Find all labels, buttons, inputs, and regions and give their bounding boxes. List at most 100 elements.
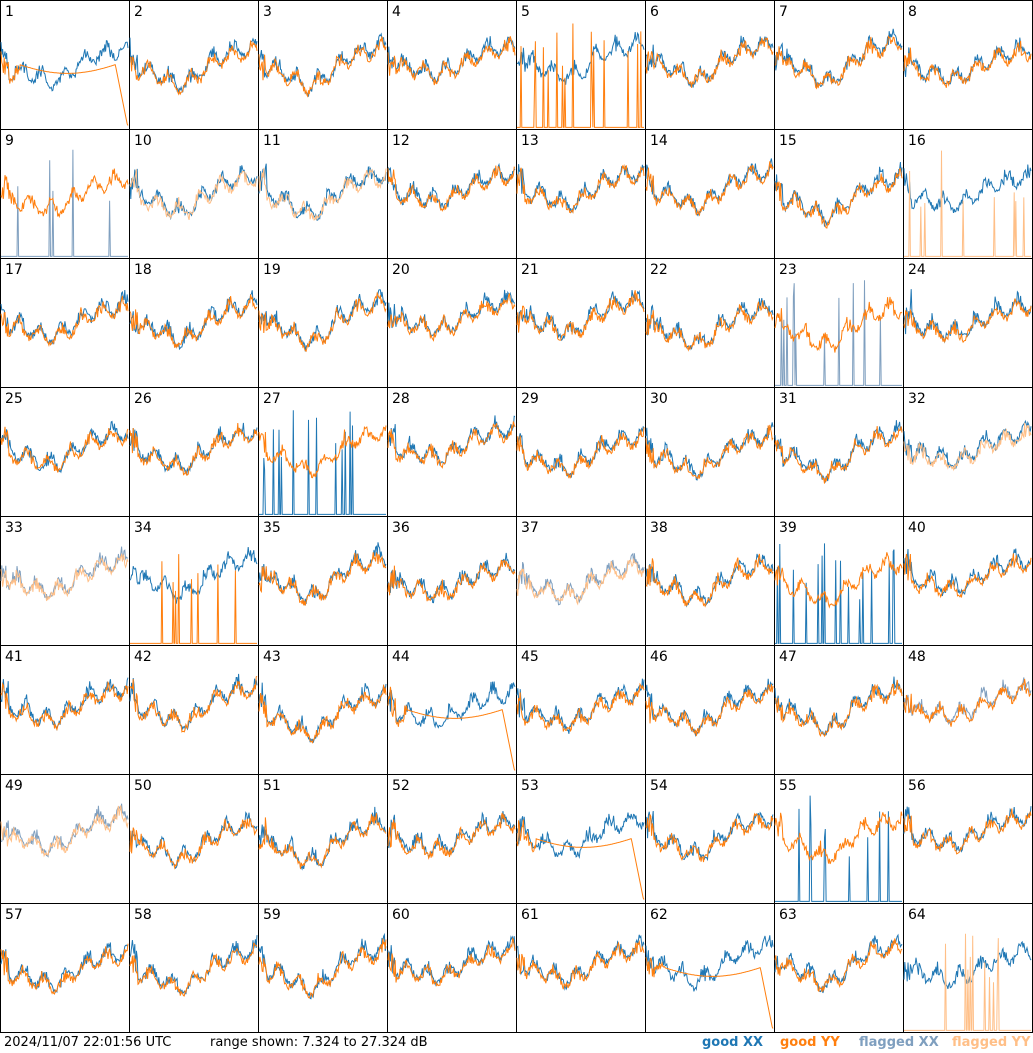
series-yy-line <box>0 51 129 126</box>
panel-26: 26 <box>129 387 259 517</box>
series-xx-line <box>258 806 387 871</box>
series-yy-line <box>516 557 645 606</box>
panel-label: 39 <box>779 520 797 536</box>
panel-31: 31 <box>774 387 904 517</box>
panel-label: 53 <box>521 778 539 794</box>
panel-label: 52 <box>392 778 410 794</box>
panel-label: 17 <box>5 262 23 278</box>
panel-19: 19 <box>258 258 388 388</box>
legend-good-xx: good XX <box>702 1035 764 1050</box>
series-xx-line <box>516 678 645 734</box>
panel-label: 58 <box>134 907 152 923</box>
panel-30: 30 <box>645 387 775 517</box>
legend-good-yy: good YY <box>780 1035 840 1050</box>
panel-45: 45 <box>516 645 646 775</box>
panel-21: 21 <box>516 258 646 388</box>
series-yy-line <box>0 553 129 602</box>
panel-33: 33 <box>0 516 130 646</box>
panel-label: 46 <box>650 649 668 665</box>
series-yy-line <box>645 300 774 352</box>
panel-34: 34 <box>129 516 259 646</box>
panel-59: 59 <box>258 903 388 1033</box>
panel-4: 4 <box>387 0 517 130</box>
series-yy-line <box>129 942 258 997</box>
series-xx-line <box>903 164 1032 214</box>
panel-label: 60 <box>392 907 410 923</box>
series-xx-line <box>387 811 516 858</box>
panel-22: 22 <box>645 258 775 388</box>
series-yy-line <box>129 169 258 220</box>
series-yy-line <box>387 293 516 342</box>
panel-label: 12 <box>392 133 410 149</box>
series-xx-line <box>516 289 645 342</box>
series-yy-line <box>774 552 903 609</box>
panel-label: 57 <box>5 907 23 923</box>
panel-label: 48 <box>908 649 926 665</box>
panel-57: 57 <box>0 903 130 1033</box>
series-xx-line <box>129 37 258 93</box>
panel-40: 40 <box>903 516 1033 646</box>
series-yy-line <box>129 818 258 870</box>
panel-60: 60 <box>387 903 517 1033</box>
series-yy-line <box>903 422 1032 472</box>
series-xx-line <box>129 935 258 995</box>
panel-32: 32 <box>903 387 1033 517</box>
series-yy-line <box>258 36 387 98</box>
panel-frame <box>774 0 904 130</box>
series-yy-line <box>645 553 774 608</box>
series-yy-line <box>517 23 644 128</box>
panel-label: 62 <box>650 907 668 923</box>
series-yy-line <box>774 938 903 993</box>
panel-36: 36 <box>387 516 517 646</box>
panel-10: 10 <box>129 129 259 259</box>
series-yy-line <box>387 686 516 771</box>
series-xx-line <box>774 161 903 227</box>
panel-38: 38 <box>645 516 775 646</box>
panel-label: 1 <box>5 4 14 20</box>
panel-label: 30 <box>650 391 668 407</box>
panel-label: 5 <box>521 4 530 20</box>
series-xx-line <box>775 543 902 644</box>
panel-label: 36 <box>392 520 410 536</box>
panel-39: 39 <box>774 516 904 646</box>
panel-13: 13 <box>516 129 646 259</box>
series-yy-line <box>258 167 387 221</box>
panel-label: 47 <box>779 649 797 665</box>
panel-55: 55 <box>774 774 904 904</box>
panel-label: 22 <box>650 262 668 278</box>
series-yy-line <box>774 426 903 484</box>
panel-24: 24 <box>903 258 1033 388</box>
series-yy-line <box>258 684 387 744</box>
panel-label: 40 <box>908 520 926 536</box>
panel-6: 6 <box>645 0 775 130</box>
series-yy-line <box>903 678 1032 727</box>
series-yy-line <box>645 161 774 217</box>
series-xx-line <box>645 553 774 608</box>
series-xx-line <box>645 935 774 992</box>
panel-label: 24 <box>908 262 926 278</box>
series-yy-line <box>645 37 774 88</box>
panel-7: 7 <box>774 0 904 130</box>
panel-label: 13 <box>521 133 539 149</box>
panel-5: 5 <box>516 0 646 130</box>
panel-label: 26 <box>134 391 152 407</box>
panel-16: 16 <box>903 129 1033 259</box>
panel-63: 63 <box>774 903 904 1033</box>
series-xx-line <box>775 280 902 386</box>
panel-20: 20 <box>387 258 517 388</box>
panel-61: 61 <box>516 903 646 1033</box>
series-xx-line <box>645 298 774 351</box>
panel-label: 31 <box>779 391 797 407</box>
panel-label: 59 <box>263 907 281 923</box>
panel-frame <box>258 0 388 130</box>
series-xx-line <box>903 677 1032 726</box>
panel-41: 41 <box>0 645 130 775</box>
series-xx-line <box>258 682 387 743</box>
series-xx-line <box>259 410 386 515</box>
panel-64: 64 <box>903 903 1033 1033</box>
panel-23: 23 <box>774 258 904 388</box>
panel-46: 46 <box>645 645 775 775</box>
panel-label: 8 <box>908 4 917 20</box>
panel-2: 2 <box>129 0 259 130</box>
series-yy-line <box>774 35 903 90</box>
